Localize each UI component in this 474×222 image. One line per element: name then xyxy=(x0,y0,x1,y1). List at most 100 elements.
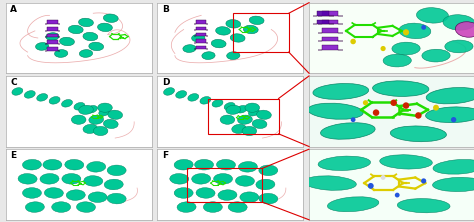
FancyArrow shape xyxy=(194,46,208,49)
Ellipse shape xyxy=(228,202,247,212)
FancyArrow shape xyxy=(312,11,334,16)
FancyArrow shape xyxy=(312,20,334,24)
FancyArrow shape xyxy=(194,33,208,36)
Ellipse shape xyxy=(256,179,275,190)
Ellipse shape xyxy=(89,115,104,124)
Ellipse shape xyxy=(79,18,93,27)
Ellipse shape xyxy=(212,99,223,107)
Point xyxy=(420,179,428,183)
Ellipse shape xyxy=(373,81,429,96)
Ellipse shape xyxy=(87,162,106,172)
Ellipse shape xyxy=(84,176,103,186)
Ellipse shape xyxy=(65,159,84,170)
Ellipse shape xyxy=(230,34,245,42)
Ellipse shape xyxy=(62,99,73,107)
Text: A: A xyxy=(10,5,17,14)
Ellipse shape xyxy=(46,33,59,40)
Ellipse shape xyxy=(12,88,23,95)
Ellipse shape xyxy=(196,188,215,198)
Ellipse shape xyxy=(195,159,214,170)
Ellipse shape xyxy=(220,115,235,124)
Ellipse shape xyxy=(191,174,210,184)
FancyArrow shape xyxy=(45,40,60,44)
Ellipse shape xyxy=(98,23,112,32)
Ellipse shape xyxy=(52,202,71,212)
Ellipse shape xyxy=(164,88,174,95)
Ellipse shape xyxy=(308,103,363,119)
FancyArrow shape xyxy=(45,47,60,51)
Ellipse shape xyxy=(304,176,356,190)
Ellipse shape xyxy=(245,103,260,112)
Point xyxy=(450,118,457,121)
Point xyxy=(349,118,357,121)
Ellipse shape xyxy=(243,25,258,34)
FancyArrow shape xyxy=(45,27,60,31)
Ellipse shape xyxy=(107,165,126,176)
Point xyxy=(372,111,380,114)
Ellipse shape xyxy=(88,192,107,202)
Ellipse shape xyxy=(399,23,431,39)
Ellipse shape xyxy=(426,107,474,123)
Ellipse shape xyxy=(224,103,235,110)
Ellipse shape xyxy=(203,202,222,212)
Text: B: B xyxy=(162,5,169,14)
FancyArrow shape xyxy=(318,37,343,41)
Ellipse shape xyxy=(237,105,247,113)
Text: F: F xyxy=(162,151,168,160)
Bar xyxy=(233,13,289,52)
Ellipse shape xyxy=(36,94,48,101)
Ellipse shape xyxy=(62,174,81,184)
Point xyxy=(362,101,369,105)
Ellipse shape xyxy=(256,110,271,119)
Ellipse shape xyxy=(417,8,448,23)
Text: D: D xyxy=(162,78,169,87)
Ellipse shape xyxy=(43,159,62,170)
Ellipse shape xyxy=(390,126,447,142)
Ellipse shape xyxy=(86,105,97,113)
Bar xyxy=(209,99,279,134)
Ellipse shape xyxy=(79,50,92,57)
Point xyxy=(393,193,401,197)
Ellipse shape xyxy=(191,34,205,42)
Ellipse shape xyxy=(249,16,264,24)
Ellipse shape xyxy=(103,119,118,129)
Ellipse shape xyxy=(76,202,95,212)
Ellipse shape xyxy=(108,110,123,119)
Point xyxy=(415,114,422,117)
Ellipse shape xyxy=(202,52,215,59)
FancyArrow shape xyxy=(318,28,343,33)
Ellipse shape xyxy=(240,192,259,202)
Ellipse shape xyxy=(426,87,474,104)
Ellipse shape xyxy=(200,97,211,104)
Ellipse shape xyxy=(188,94,199,101)
Ellipse shape xyxy=(83,32,98,41)
Ellipse shape xyxy=(328,197,379,212)
Ellipse shape xyxy=(211,40,226,48)
Ellipse shape xyxy=(218,190,237,200)
Ellipse shape xyxy=(242,126,256,136)
Ellipse shape xyxy=(397,198,450,213)
Point xyxy=(420,26,428,29)
Ellipse shape xyxy=(380,155,432,169)
Ellipse shape xyxy=(104,179,123,190)
Ellipse shape xyxy=(26,202,45,212)
FancyArrow shape xyxy=(194,20,208,24)
Ellipse shape xyxy=(214,174,233,184)
Point xyxy=(349,40,357,43)
Ellipse shape xyxy=(68,25,83,34)
Ellipse shape xyxy=(252,119,267,129)
Point xyxy=(402,104,410,107)
Ellipse shape xyxy=(103,14,118,22)
FancyArrow shape xyxy=(45,20,60,24)
Ellipse shape xyxy=(83,124,98,133)
Ellipse shape xyxy=(49,97,60,104)
Ellipse shape xyxy=(236,176,255,186)
Ellipse shape xyxy=(55,50,68,57)
Point xyxy=(402,31,410,34)
Ellipse shape xyxy=(60,37,74,46)
Bar xyxy=(187,168,263,202)
Ellipse shape xyxy=(89,42,104,51)
Ellipse shape xyxy=(227,52,240,59)
Ellipse shape xyxy=(183,45,196,52)
Ellipse shape xyxy=(45,188,64,198)
